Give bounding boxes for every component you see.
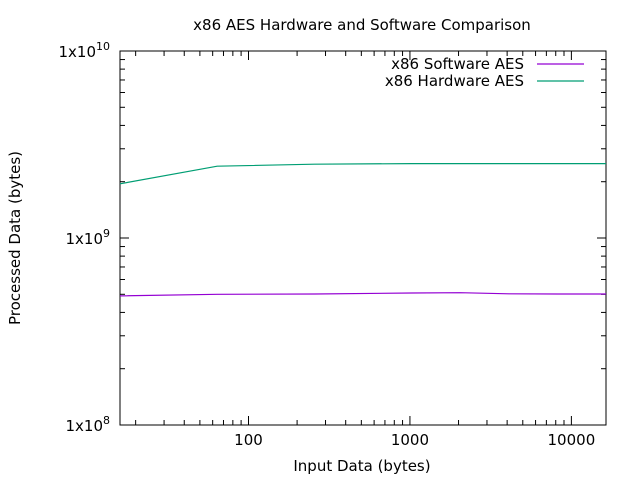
legend-label: x86 Software AES	[391, 55, 524, 73]
chart-title: x86 AES Hardware and Software Comparison	[193, 16, 531, 34]
x-axis-label: Input Data (bytes)	[293, 457, 430, 475]
x-tick-label: 10000	[548, 431, 596, 449]
series-line-1	[119, 163, 606, 185]
x-tick-label: 1000	[391, 431, 429, 449]
y-axis-ticks: 1x108 1x109 1x1010	[58, 40, 606, 435]
series-line-0	[119, 292, 606, 297]
legend-label: x86 Hardware AES	[385, 72, 524, 90]
x-tick-label: 100	[234, 431, 263, 449]
y-axis-label: Processed Data (bytes)	[6, 151, 24, 325]
x-axis-ticks: 100 1000 10000	[135, 51, 596, 449]
y-tick-label: 1x108	[65, 414, 110, 435]
y-tick-label: 1x109	[65, 227, 110, 248]
y-tick-label: 1x1010	[58, 40, 110, 61]
plot-frame	[119, 50, 607, 426]
series-lines	[119, 163, 606, 297]
